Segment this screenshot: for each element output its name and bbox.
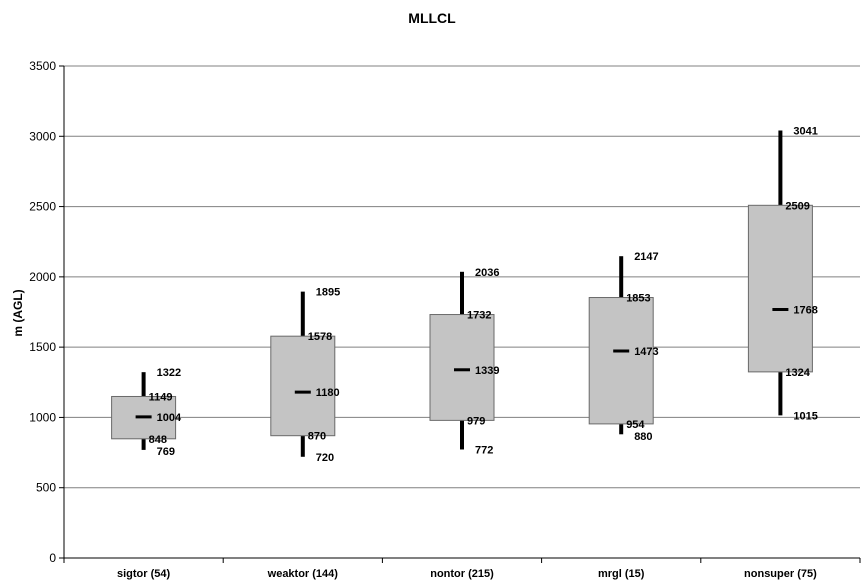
low-value-label: 1015: [793, 410, 817, 422]
category-labels: sigtor (54) weaktor (144) nontor (215) mrgl…: [117, 568, 817, 580]
y-axis-label: m (AGL): [11, 289, 25, 336]
q1-value-label: 979: [467, 415, 485, 427]
q3-value-label: 1853: [626, 293, 650, 305]
median-value-label: 1180: [316, 387, 340, 399]
q3-value-label: 1149: [149, 391, 173, 403]
axes: [59, 65, 861, 563]
box-group: 2036 1732 1339 979 772: [429, 267, 499, 456]
median-value-label: 1004: [157, 412, 182, 424]
y-tick-label: 1500: [29, 340, 56, 354]
low-value-label: 720: [316, 452, 334, 464]
median-value-label: 1339: [475, 365, 499, 377]
q1-value-label: 848: [149, 434, 167, 446]
median-value-label: 1473: [634, 346, 658, 358]
category-label: nontor (215): [430, 568, 494, 580]
y-tick-label: 2500: [29, 200, 56, 214]
high-value-label: 2036: [475, 267, 499, 279]
category-label: nonsuper (75): [744, 568, 817, 580]
y-tick-label: 2000: [29, 270, 56, 284]
iqr-box: [588, 297, 654, 425]
category-label: mrgl (15): [598, 568, 645, 580]
y-tick-labels: 0 500 1000 1500 2000 2500 3000 3500: [29, 59, 56, 565]
y-tick-label: 3500: [29, 59, 56, 73]
high-value-label: 2147: [634, 251, 658, 263]
iqr-box: [429, 314, 495, 421]
box-group: 3041 2509 1768 1324 1015: [747, 126, 818, 422]
category-label: sigtor (54): [117, 568, 171, 580]
y-tick-label: 500: [36, 481, 56, 495]
low-value-label: 769: [157, 446, 175, 458]
low-value-label: 880: [634, 431, 652, 443]
low-value-label: 772: [475, 444, 493, 456]
q3-value-label: 1732: [467, 310, 491, 322]
q3-value-label: 2509: [785, 200, 809, 212]
iqr-box: [747, 204, 813, 373]
y-tick-label: 0: [49, 551, 56, 565]
median-value-label: 1768: [793, 304, 817, 316]
q1-value-label: 954: [626, 419, 645, 431]
chart-title: MLLCL: [408, 10, 456, 26]
box-group: 1895 1578 1180 870 720: [270, 287, 340, 464]
q1-value-label: 870: [308, 431, 326, 443]
q3-value-label: 1578: [308, 331, 332, 343]
category-label: weaktor (144): [267, 568, 339, 580]
q1-value-label: 1324: [785, 367, 810, 379]
iqr-box: [270, 335, 336, 437]
high-value-label: 1895: [316, 287, 340, 299]
high-value-label: 1322: [157, 367, 181, 379]
y-tick-label: 1000: [29, 410, 56, 424]
high-value-label: 3041: [793, 126, 817, 138]
y-tick-label: 3000: [29, 129, 56, 143]
